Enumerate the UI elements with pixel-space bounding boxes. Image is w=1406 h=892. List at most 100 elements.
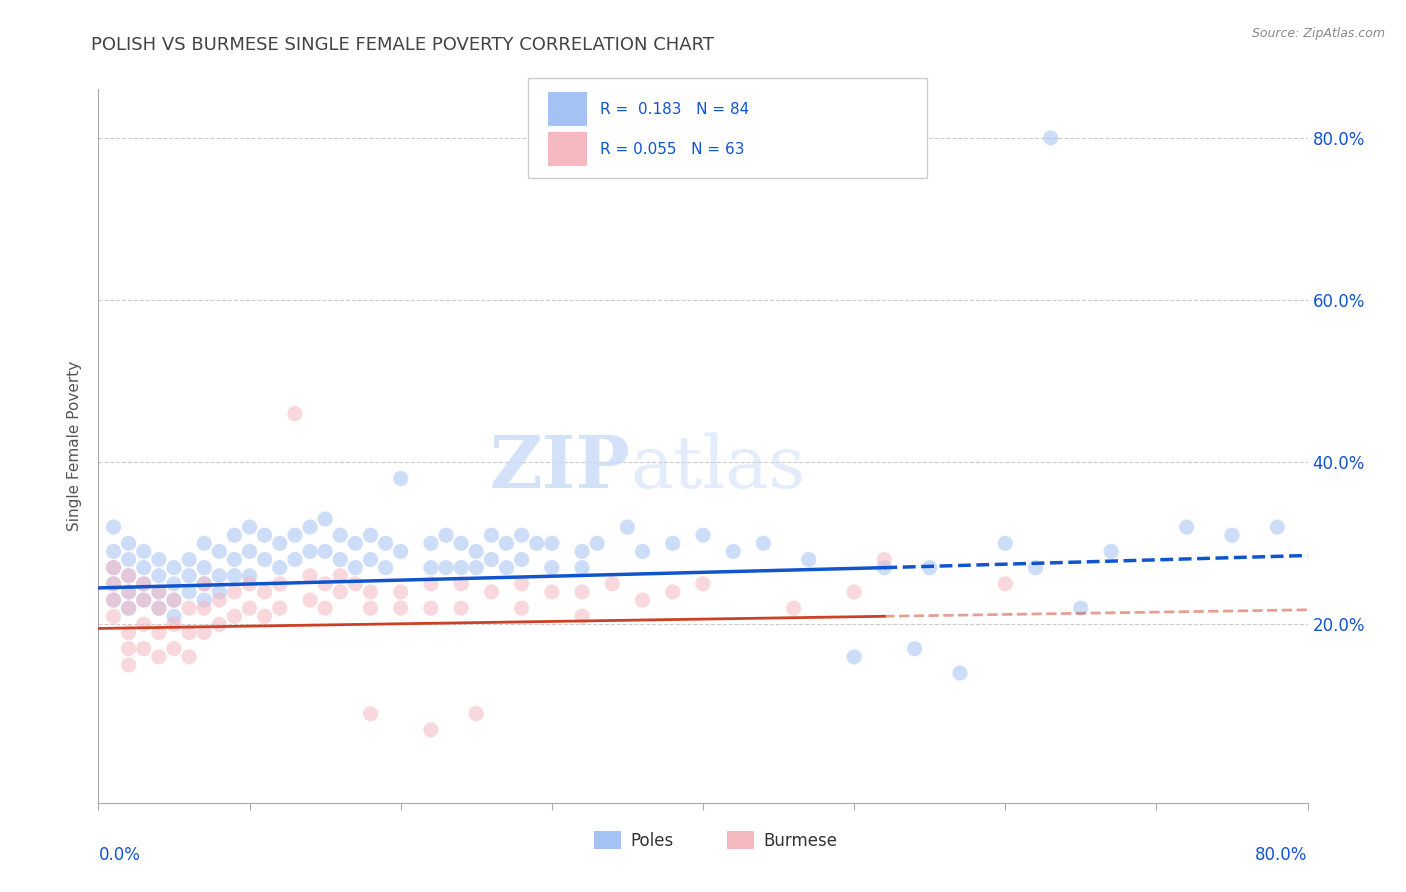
Point (148, 601, 170, 615)
Point (132, 577, 155, 591)
Point (132, 577, 155, 591)
Point (918, 560, 941, 574)
Point (873, 552, 896, 566)
Point (148, 552, 170, 566)
Point (103, 577, 125, 591)
Point (118, 601, 141, 615)
Bar (548, 132, 586, 166)
Point (420, 560, 443, 574)
Point (540, 536, 562, 550)
Point (420, 723, 443, 737)
Point (179, 552, 201, 566)
Point (208, 593, 231, 607)
Point (193, 593, 215, 607)
Point (1267, 520, 1289, 534)
Point (904, 641, 927, 656)
Point (163, 560, 186, 574)
Point (179, 568, 201, 582)
Point (193, 536, 215, 550)
Point (132, 544, 155, 558)
Point (510, 577, 533, 591)
Point (284, 407, 307, 421)
Point (103, 544, 125, 558)
Point (434, 528, 457, 542)
Point (510, 552, 533, 566)
Point (994, 536, 1017, 550)
Point (299, 544, 322, 558)
Point (389, 585, 412, 599)
Point (797, 552, 820, 566)
Point (844, 585, 866, 599)
Point (163, 609, 186, 624)
Point (752, 536, 775, 550)
Point (208, 585, 231, 599)
Point (329, 552, 352, 566)
Point (420, 601, 443, 615)
Point (360, 601, 382, 615)
Point (329, 528, 352, 542)
Point (1220, 528, 1243, 542)
Point (239, 577, 262, 591)
Point (103, 609, 125, 624)
Point (239, 568, 262, 582)
Point (269, 536, 291, 550)
Point (873, 560, 896, 574)
Point (994, 577, 1017, 591)
Point (1099, 544, 1122, 558)
Point (495, 560, 517, 574)
Point (148, 625, 170, 640)
Point (692, 577, 714, 591)
Point (253, 528, 276, 542)
Point (389, 471, 412, 485)
Point (344, 577, 367, 591)
Point (163, 641, 186, 656)
Text: ZIP: ZIP (489, 432, 630, 503)
Point (526, 536, 548, 550)
Point (193, 577, 215, 591)
Point (208, 544, 231, 558)
Point (269, 577, 291, 591)
Point (450, 601, 472, 615)
Point (118, 552, 141, 566)
Point (329, 585, 352, 599)
Point (132, 593, 155, 607)
Point (571, 585, 593, 599)
Point (723, 544, 745, 558)
Point (253, 609, 276, 624)
Point (329, 568, 352, 582)
Point (299, 593, 322, 607)
Point (571, 560, 593, 574)
Point (360, 585, 382, 599)
Y-axis label: Single Female Poverty: Single Female Poverty (67, 361, 83, 531)
Point (239, 544, 262, 558)
Point (602, 577, 624, 591)
Point (360, 528, 382, 542)
Text: R =  0.183   N = 84: R = 0.183 N = 84 (600, 102, 749, 117)
Point (434, 560, 457, 574)
Point (1024, 560, 1046, 574)
Point (1039, 131, 1062, 145)
Point (299, 568, 322, 582)
Point (118, 585, 141, 599)
Point (344, 536, 367, 550)
Text: Poles: Poles (630, 831, 673, 849)
Point (193, 560, 215, 574)
Point (374, 560, 396, 574)
Point (420, 536, 443, 550)
Point (118, 568, 141, 582)
Point (949, 666, 972, 681)
Point (450, 560, 472, 574)
Point (389, 544, 412, 558)
Text: POLISH VS BURMESE SINGLE FEMALE POVERTY CORRELATION CHART: POLISH VS BURMESE SINGLE FEMALE POVERTY … (91, 36, 714, 54)
Text: 80.0%: 80.0% (1256, 846, 1308, 863)
Point (481, 528, 503, 542)
Point (314, 512, 336, 526)
Point (208, 617, 231, 632)
Point (495, 536, 517, 550)
Point (465, 706, 488, 721)
Point (103, 577, 125, 591)
Point (103, 593, 125, 607)
Point (163, 593, 186, 607)
Point (571, 609, 593, 624)
Point (224, 528, 246, 542)
